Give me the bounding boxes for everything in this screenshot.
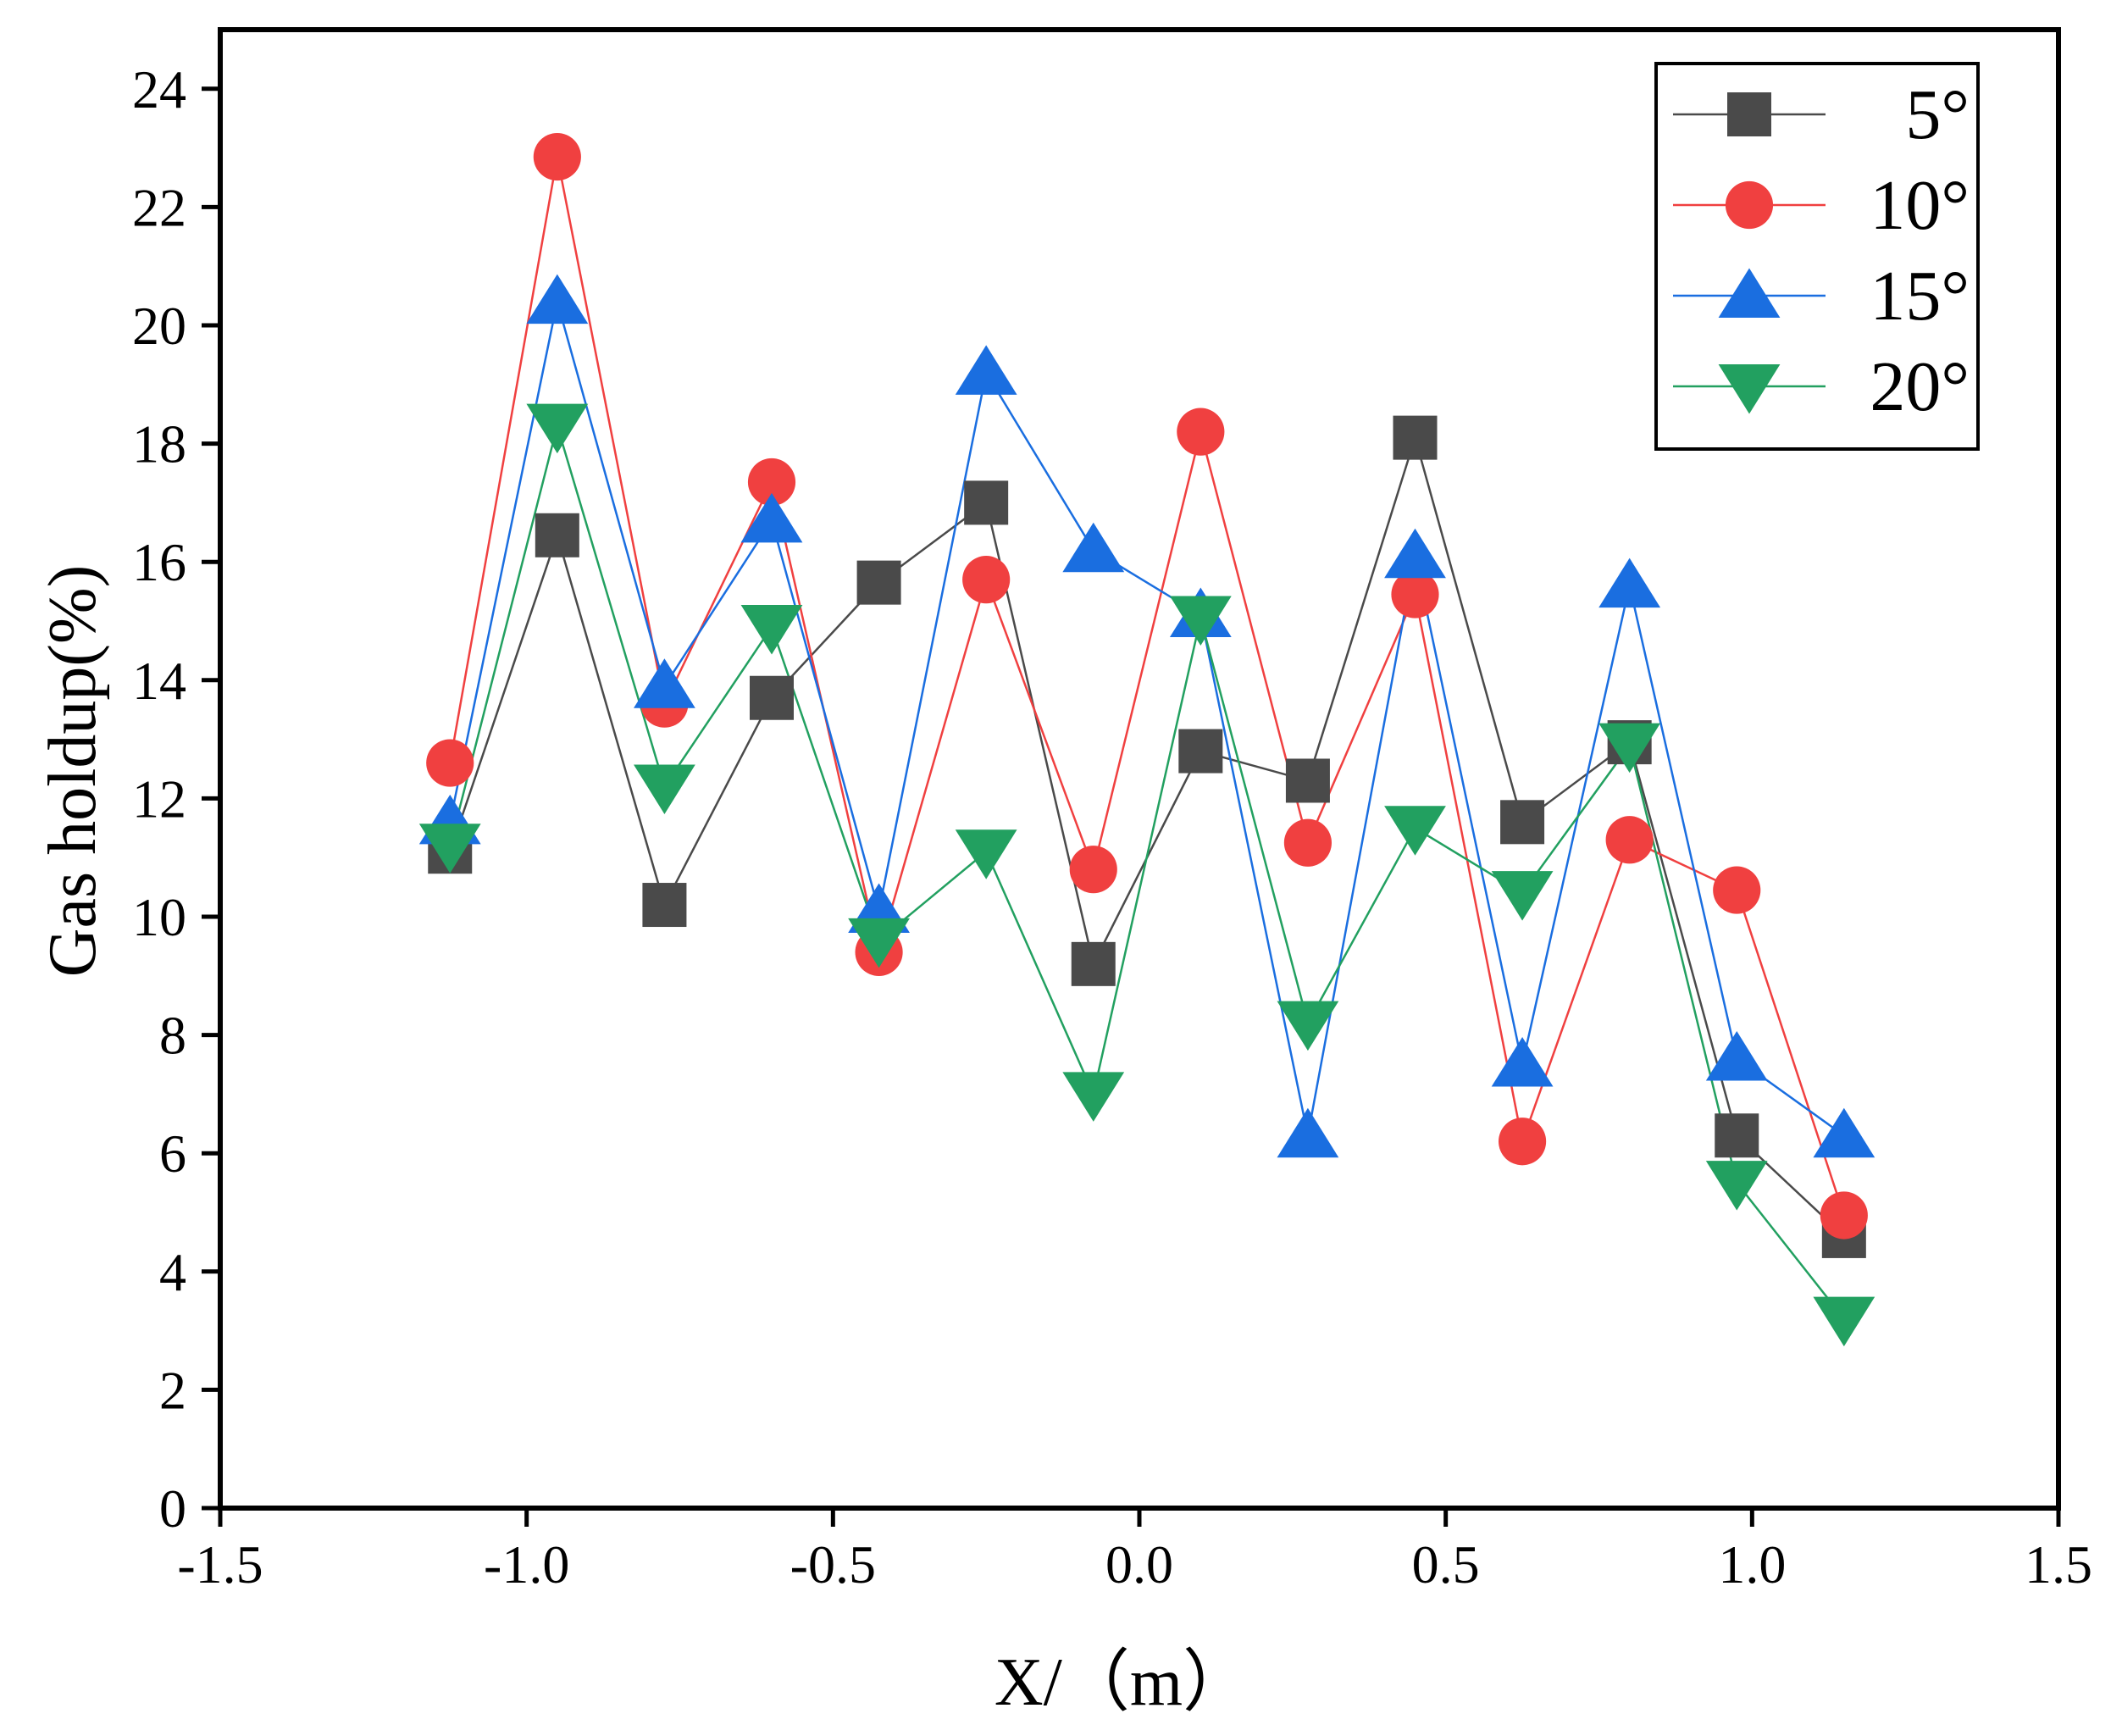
y-tick-label: 20 xyxy=(132,296,186,356)
data-point xyxy=(1283,818,1332,867)
data-point xyxy=(1178,729,1223,774)
data-point xyxy=(634,658,695,708)
data-point xyxy=(1500,800,1545,845)
y-axis-title: Gas holdup(%) xyxy=(36,565,110,978)
data-point xyxy=(750,675,794,720)
data-point xyxy=(1277,1001,1339,1051)
x-axis-title: X/（m） xyxy=(995,1645,1250,1720)
data-point xyxy=(740,492,803,543)
data-point xyxy=(1499,1118,1547,1166)
data-point xyxy=(1384,528,1446,579)
y-tick-label: 24 xyxy=(132,59,186,119)
y-tick-label: 16 xyxy=(132,532,186,592)
data-point xyxy=(526,403,589,454)
y-tick-label: 18 xyxy=(132,414,186,474)
data-point xyxy=(1384,806,1446,856)
data-point xyxy=(1705,1161,1768,1211)
data-point xyxy=(955,829,1017,879)
x-tick-label: 1.5 xyxy=(2025,1534,2092,1595)
legend-marker xyxy=(1718,364,1781,414)
x-tick-label: 0.5 xyxy=(1412,1534,1480,1595)
x-tick-label: 1.0 xyxy=(1718,1534,1786,1595)
data-point xyxy=(642,883,687,928)
data-point xyxy=(535,513,579,557)
data-point xyxy=(418,824,481,874)
data-point xyxy=(747,458,796,507)
series-layer xyxy=(418,132,1875,1347)
y-tick-label: 22 xyxy=(132,177,186,237)
series-line-10° xyxy=(449,156,1846,1216)
legend-marker xyxy=(1725,180,1774,230)
y-tick-label: 10 xyxy=(132,887,186,947)
data-point xyxy=(1705,1031,1768,1081)
data-point xyxy=(1491,1037,1554,1087)
x-tick-label: -1.0 xyxy=(484,1534,569,1595)
data-point xyxy=(1715,1113,1759,1158)
legend-marker xyxy=(1718,268,1781,318)
data-point xyxy=(1605,816,1654,864)
data-point xyxy=(962,556,1011,604)
legend: 5° 10° 15° 20° xyxy=(1654,62,1980,451)
data-point xyxy=(955,345,1017,395)
data-point xyxy=(964,480,1009,525)
legend-label: 15° xyxy=(1870,257,1970,336)
legend-box xyxy=(1654,62,1980,451)
legend-label: 5° xyxy=(1905,75,1970,154)
data-point xyxy=(526,274,589,324)
data-point xyxy=(1069,846,1117,894)
data-point xyxy=(533,132,581,181)
data-point xyxy=(1177,408,1225,456)
data-point xyxy=(1169,596,1232,646)
data-point xyxy=(856,560,901,605)
data-point xyxy=(1285,758,1330,803)
x-tick-label: -0.5 xyxy=(790,1534,876,1595)
data-point xyxy=(1820,1191,1868,1240)
data-point xyxy=(1813,1107,1875,1158)
data-point xyxy=(1071,941,1116,986)
y-tick-label: 2 xyxy=(159,1360,186,1420)
data-point xyxy=(1713,866,1761,914)
data-point xyxy=(1393,415,1438,460)
y-tick-label: 14 xyxy=(132,651,186,711)
legend-label: 10° xyxy=(1870,166,1970,245)
series-line-20° xyxy=(449,421,1845,1320)
x-axis: -1.5 -1.0 -0.5 0.0 0.5 1.0 1.5 xyxy=(177,1508,2092,1595)
data-point xyxy=(634,764,695,814)
y-tick-label: 4 xyxy=(159,1242,186,1302)
y-tick-label: 12 xyxy=(132,768,186,829)
data-point xyxy=(1391,570,1439,618)
data-point xyxy=(426,739,474,787)
legend-marker xyxy=(1727,92,1771,136)
data-point xyxy=(1277,1107,1339,1158)
data-point xyxy=(1062,522,1125,573)
data-point xyxy=(1813,1296,1875,1347)
data-point xyxy=(848,918,910,968)
data-point xyxy=(1062,1072,1125,1122)
y-tick-label: 6 xyxy=(159,1123,186,1184)
data-point xyxy=(740,604,803,655)
data-point xyxy=(1598,557,1661,608)
data-point xyxy=(1491,871,1554,921)
series-line-15° xyxy=(449,301,1845,1137)
y-tick-label: 8 xyxy=(159,1006,186,1066)
data-point xyxy=(1598,723,1661,774)
legend-label: 20° xyxy=(1870,347,1970,426)
x-tick-label: 0.0 xyxy=(1105,1534,1173,1595)
y-tick-label: 0 xyxy=(159,1478,186,1539)
x-tick-label: -1.5 xyxy=(177,1534,263,1595)
